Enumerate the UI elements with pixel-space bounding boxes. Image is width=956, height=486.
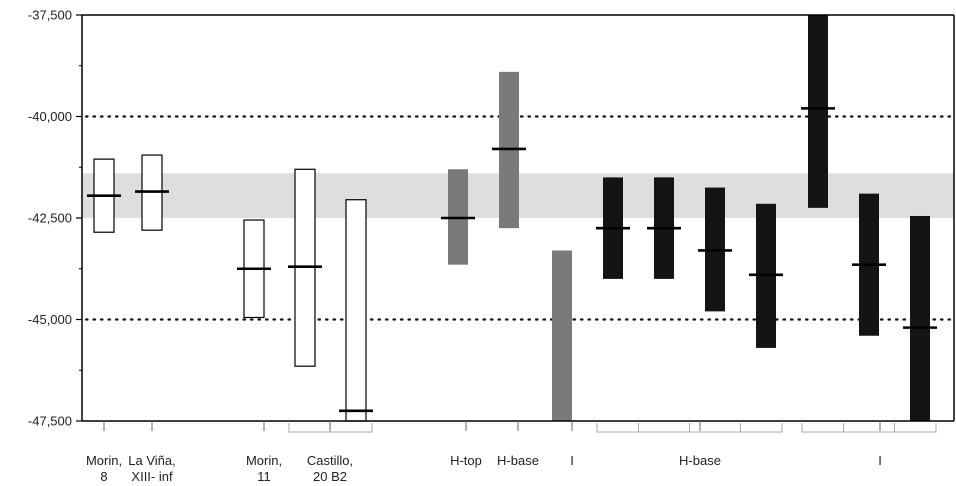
range-bar — [339, 199, 373, 422]
y-tick-layer: -37,500 -40,000 -42,500 -45,000 -47,500 — [28, 8, 72, 429]
x-category-label: Morin, 8 — [86, 453, 122, 484]
x-category-label-line: XIII- inf — [131, 469, 173, 484]
range-bar-box — [345, 199, 367, 422]
x-category-label-line: Morin, — [246, 453, 282, 468]
x-category-label-line: 20 B2 — [313, 469, 347, 484]
range-bar — [237, 219, 271, 319]
range-bar — [441, 169, 475, 265]
y-tick-label: -45,000 — [28, 312, 72, 327]
range-bar — [492, 71, 526, 229]
x-category-label-line: H-base — [497, 453, 539, 468]
range-bar — [647, 177, 681, 279]
range-bar — [552, 250, 572, 421]
x-category-label: I — [878, 453, 882, 468]
x-category-label: Morin, 11 — [246, 453, 282, 484]
range-bar — [87, 158, 121, 233]
range-bar — [852, 193, 886, 336]
x-category-label-line: H-base — [679, 453, 721, 468]
x-category-label: Castillo, 20 B2 — [307, 453, 353, 484]
x-category-label: H-top — [450, 453, 482, 468]
range-bar-box — [808, 15, 828, 208]
x-category-label-line: Castillo, — [307, 453, 353, 468]
range-bar — [749, 203, 783, 348]
x-category-label-line: Morin, — [86, 453, 122, 468]
x-category-label: La Viña, XIII- inf — [128, 453, 175, 484]
bar-layer — [87, 15, 937, 422]
range-bar — [698, 187, 732, 312]
range-bar-box — [910, 215, 930, 421]
y-tick-label: -37,500 — [28, 8, 72, 23]
range-bar — [288, 168, 322, 367]
range-bar — [135, 154, 169, 231]
x-category-label: H-base — [497, 453, 539, 468]
range-bar — [903, 215, 937, 421]
group-bracket — [801, 423, 937, 433]
x-category-label-line: I — [878, 453, 882, 468]
x-category-label-line: I — [570, 453, 574, 468]
x-category-label: I — [570, 453, 574, 468]
x-category-label: H-base — [679, 453, 721, 468]
axis-layer — [76, 14, 955, 433]
x-category-label-line: 11 — [257, 469, 271, 484]
y-tick-label: -40,000 — [28, 109, 72, 124]
gridline-layer — [84, 115, 954, 321]
x-category-label-line: 8 — [100, 469, 107, 484]
x-category-label-line: H-top — [450, 453, 482, 468]
range-bar — [596, 177, 630, 279]
range-bar-box — [552, 250, 572, 421]
y-tick-label: -42,500 — [28, 211, 72, 226]
x-category-label-line: La Viña, — [128, 453, 175, 468]
y-tick-label: -47,500 — [28, 414, 72, 429]
range-bar — [801, 15, 835, 208]
